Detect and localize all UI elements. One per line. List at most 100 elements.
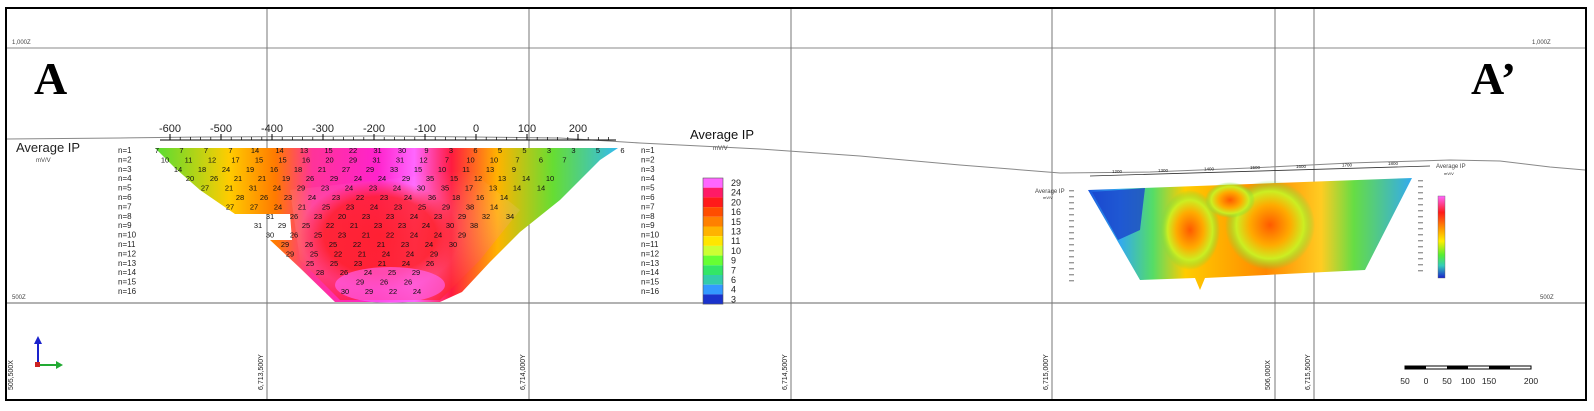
- northing-label-2: 6,714,000Y: [520, 354, 527, 390]
- pseudo-value: 29: [356, 278, 364, 287]
- elevation-label-bottom-left: 500Z: [12, 295, 26, 301]
- pseudo-value: 24: [274, 202, 282, 211]
- right-axis-tick-label: 1300: [1158, 168, 1169, 173]
- pseudo-value: 24: [425, 240, 433, 249]
- pseudo-value: 21: [358, 249, 366, 258]
- elevation-label-bottom-right: 500Z: [1540, 295, 1554, 301]
- right-level-label: n=9: [641, 221, 655, 230]
- pseudo-value: 23: [380, 193, 388, 202]
- right-level-label: n=4: [641, 174, 655, 183]
- right-level-mark: [1069, 232, 1074, 234]
- left-anomaly-lower: [335, 267, 445, 303]
- right-level-mark: [1069, 190, 1074, 192]
- scale-bar-labels: 50 0 50 100 150 200: [1400, 376, 1538, 386]
- pseudo-value: 24: [406, 249, 414, 258]
- pseudo-value: 24: [378, 174, 386, 183]
- pseudo-value: 22: [389, 287, 397, 296]
- pseudo-value: 29: [281, 240, 289, 249]
- right-level-label: n=12: [641, 249, 660, 258]
- left-level-label: n=15: [118, 278, 137, 287]
- pseudo-value: 26: [210, 174, 218, 183]
- pseudo-value: 24: [222, 165, 230, 174]
- pseudo-value: 20: [186, 174, 194, 183]
- pseudo-value: 29: [286, 249, 294, 258]
- right-axis-tick-label: 1700: [1342, 162, 1353, 167]
- right-axis-line: [1089, 165, 1431, 177]
- pseudo-value: 31: [373, 146, 381, 155]
- right-level-label: n=1: [641, 146, 655, 155]
- pseudo-value: 21: [350, 221, 358, 230]
- pseudo-value: 20: [338, 212, 346, 221]
- scale-label: 200: [1524, 376, 1538, 386]
- pseudo-value: 13: [489, 184, 497, 193]
- right-blue-zone: [1092, 188, 1145, 240]
- pseudo-value: 22: [386, 231, 394, 240]
- pseudo-value: 23: [386, 212, 394, 221]
- legend-swatch: [703, 226, 723, 237]
- pseudo-value: 15: [450, 174, 458, 183]
- northing-label-4: 6,715,000Y: [1043, 354, 1050, 390]
- pseudo-value: 14: [174, 165, 182, 174]
- pseudo-value: 26: [380, 278, 388, 287]
- pseudo-value: 26: [305, 240, 313, 249]
- pseudo-value: 18: [452, 193, 460, 202]
- pseudo-value: 14: [522, 174, 530, 183]
- legend-value: 3: [731, 294, 736, 304]
- pseudo-value: 29: [349, 155, 357, 164]
- pseudo-value: 31: [372, 155, 380, 164]
- right-level-mark: [1418, 216, 1423, 218]
- legend-value: 13: [731, 227, 741, 237]
- pseudo-value: 23: [332, 193, 340, 202]
- left-level-label: n=5: [118, 184, 132, 193]
- left-axis-tick-label: -100: [414, 123, 436, 135]
- pseudo-value: 5: [522, 146, 526, 155]
- pseudo-value: 14: [500, 193, 508, 202]
- pseudo-value: 23: [398, 221, 406, 230]
- left-level-label: n=4: [118, 174, 132, 183]
- right-level-label: n=6: [641, 193, 655, 202]
- pseudo-value: 17: [231, 155, 239, 164]
- pseudo-value: 21: [298, 202, 306, 211]
- legend-swatch: [703, 236, 723, 246]
- northing-label-3: 6,714,500Y: [782, 354, 789, 390]
- right-level-mark: [1418, 234, 1423, 236]
- pseudo-value: 14: [537, 184, 545, 193]
- left-axis-tick-label: -300: [312, 123, 334, 135]
- legend-value: 7: [731, 265, 736, 275]
- left-panel-unit: mV/V: [36, 158, 51, 164]
- left-level-label: n=13: [118, 259, 137, 268]
- right-legend-bar: [1437, 195, 1446, 279]
- scale-label: 100: [1461, 376, 1475, 386]
- right-level-mark: [1418, 210, 1423, 212]
- right-level-mark: [1069, 208, 1074, 210]
- right-level-mark: [1418, 228, 1423, 230]
- pseudo-value: 18: [198, 165, 206, 174]
- pseudo-value: 15: [414, 165, 422, 174]
- orientation-axes-icon: [34, 336, 63, 369]
- pseudo-value: 20: [325, 155, 333, 164]
- legend-title: Average IP: [690, 127, 754, 142]
- right-level-mark: [1069, 256, 1074, 258]
- easting-label-left: 505,500X: [8, 360, 15, 390]
- right-panel-unit: mV/V: [1043, 195, 1053, 200]
- legend-value: 16: [731, 207, 741, 217]
- pseudo-value: 31: [254, 221, 262, 230]
- pseudo-value: 25: [330, 259, 338, 268]
- right-level-mark: [1069, 226, 1074, 228]
- right-level-mark: [1069, 214, 1074, 216]
- pseudo-value: 22: [349, 146, 357, 155]
- pseudo-value: 23: [314, 212, 322, 221]
- left-axis-tick-label: 100: [518, 123, 536, 135]
- right-level-mark: [1418, 180, 1423, 182]
- pseudo-value: 24: [393, 184, 401, 193]
- pseudo-value: 23: [338, 231, 346, 240]
- northing-label-5: 6,715,500Y: [1305, 354, 1312, 390]
- pseudo-value: 31: [266, 212, 274, 221]
- pseudo-value: 26: [260, 193, 268, 202]
- pseudo-value: 7: [204, 146, 208, 155]
- scale-label: 150: [1482, 376, 1496, 386]
- right-level-mark: [1418, 186, 1423, 188]
- right-legend-unit: mV/V: [1444, 171, 1454, 176]
- legend-swatch: [703, 216, 723, 227]
